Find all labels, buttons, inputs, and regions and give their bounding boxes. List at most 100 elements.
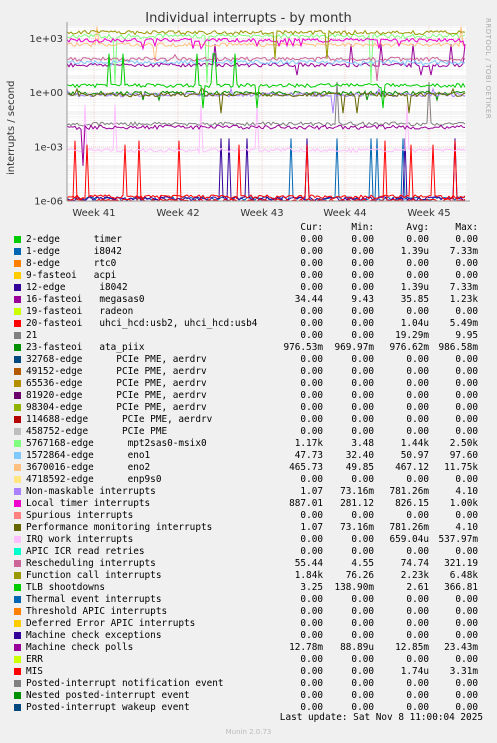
col-min-header: Min: xyxy=(351,222,374,233)
legend-row: 4718592-edge enp9s0 0.00 0.00 0.00 0.00 xyxy=(0,474,497,486)
legend-avg-value: 0.00 xyxy=(406,402,429,413)
legend-cur-value: 0.00 xyxy=(300,666,323,677)
legend-avg-value: 1.44k xyxy=(400,438,429,449)
legend-min-value: 0.00 xyxy=(351,654,374,665)
legend-swatch xyxy=(14,572,21,579)
legend-series-name: 65536-edge PCIe PME, aerdrv xyxy=(26,378,207,389)
legend-series-name: 23-fasteoi ata_piix xyxy=(26,342,145,353)
legend-cur-value: 0.00 xyxy=(300,306,323,317)
legend-avg-value: 0.00 xyxy=(406,270,429,281)
legend-min-value: 0.00 xyxy=(351,618,374,629)
legend-cur-value: 0.00 xyxy=(300,594,323,605)
legend-min-value: 0.00 xyxy=(351,630,374,641)
chart-plot: 1e+03 1e+00 1e-03 1e-06 Week 41 Week 42 Week 4… xyxy=(6,22,470,219)
legend-swatch xyxy=(14,692,21,699)
legend-cur-value: 1.07 xyxy=(300,522,323,533)
legend-series-name: Nested posted-interrupt event xyxy=(26,690,190,701)
legend-swatch xyxy=(14,620,21,627)
legend-swatch xyxy=(14,296,21,303)
legend-series-name: ERR xyxy=(26,654,43,665)
legend-min-value: 0.00 xyxy=(351,474,374,485)
legend-row: 65536-edge PCIe PME, aerdrv 0.00 0.00 0.00 0… xyxy=(0,378,497,390)
legend-min-value: 3.48 xyxy=(351,438,374,449)
legend-cur-value: 0.00 xyxy=(300,702,323,713)
legend-swatch xyxy=(14,464,21,471)
legend-row: 32768-edge PCIe PME, aerdrv 0.00 0.00 0.00 0… xyxy=(0,354,497,366)
legend-series-name: Spurious interrupts xyxy=(26,510,134,521)
legend-row: 8-edge rtc0 0.00 0.00 0.00 0.00 xyxy=(0,258,497,270)
legend-header: Cur: Min: Avg: Max: xyxy=(0,222,497,234)
legend-max-value: 366.81 xyxy=(444,582,478,593)
legend-min-value: 9.43 xyxy=(351,294,374,305)
legend-avg-value: 0.00 xyxy=(406,354,429,365)
legend-max-value: 537.97m xyxy=(438,534,478,545)
legend-avg-value: 0.00 xyxy=(406,390,429,401)
legend-cur-value: 0.00 xyxy=(300,414,323,425)
legend-cur-value: 0.00 xyxy=(300,546,323,557)
legend-row: Local timer interrupts 887.01 281.12 826.15… xyxy=(0,498,497,510)
legend-cur-value: 3.25 xyxy=(300,582,323,593)
legend-max-value: 2.50k xyxy=(449,438,478,449)
legend-row: Thermal event interrupts 0.00 0.00 0.00 0.00 xyxy=(0,594,497,606)
legend-max-value: 0.00 xyxy=(455,366,478,377)
legend-swatch xyxy=(14,524,21,531)
legend-row: Machine check polls 12.78m 88.89u 12.85m 23.… xyxy=(0,642,497,654)
legend-max-value: 0.00 xyxy=(455,354,478,365)
legend-cur-value: 0.00 xyxy=(300,246,323,257)
legend-swatch xyxy=(14,440,21,447)
legend-max-value: 0.00 xyxy=(455,618,478,629)
legend-series-name: Performance monitoring interrupts xyxy=(26,522,213,533)
legend-series-name: Deferred Error APIC interrupts xyxy=(26,618,196,629)
legend-cur-value: 1.84k xyxy=(294,570,323,581)
legend-row: 114688-edge PCIe PME, aerdrv 0.00 0.00 0.00… xyxy=(0,414,497,426)
legend-series-name: 16-fasteoi megasas0 xyxy=(26,294,145,305)
legend-max-value: 9.95 xyxy=(455,330,478,341)
legend-min-value: 0.00 xyxy=(351,282,374,293)
series-line xyxy=(66,124,466,166)
legend-cur-value: 1.07 xyxy=(300,486,323,497)
legend-series-name: 2-edge timer xyxy=(26,234,122,245)
legend-cur-value: 1.17k xyxy=(294,438,323,449)
legend-max-value: 0.00 xyxy=(455,606,478,617)
last-update: Last update: Sat Nov 8 11:00:04 2025 xyxy=(279,712,483,723)
legend-max-value: 0.00 xyxy=(455,654,478,665)
legend-swatch xyxy=(14,584,21,591)
legend-swatch xyxy=(14,356,21,363)
legend-min-value: 32.40 xyxy=(345,450,374,461)
legend-avg-value: 19.29m xyxy=(395,330,429,341)
legend-cur-value: 0.00 xyxy=(300,390,323,401)
legend-row: Posted-interrupt wakeup event 0.00 0.00 0.0… xyxy=(0,702,497,714)
legend-swatch xyxy=(14,308,21,315)
legend-cur-value: 0.00 xyxy=(300,366,323,377)
legend-avg-value: 2.23k xyxy=(400,570,429,581)
legend-row: Rescheduling interrupts 55.44 4.55 74.74 321… xyxy=(0,558,497,570)
legend-series-name: Posted-interrupt wakeup event xyxy=(26,702,190,713)
legend-avg-value: 0.00 xyxy=(406,426,429,437)
legend-max-value: 986.58m xyxy=(438,342,478,353)
legend-max-value: 6.48k xyxy=(449,570,478,581)
legend-max-value: 0.00 xyxy=(455,378,478,389)
legend-swatch xyxy=(14,644,21,651)
legend-max-value: 97.60 xyxy=(449,450,478,461)
legend-row: Deferred Error APIC interrupts 0.00 0.00 0.… xyxy=(0,618,497,630)
legend-cur-value: 0.00 xyxy=(300,678,323,689)
legend-swatch xyxy=(14,272,21,279)
legend-avg-value: 826.15 xyxy=(395,498,429,509)
legend-min-value: 0.00 xyxy=(351,270,374,281)
legend-swatch xyxy=(14,476,21,483)
legend-avg-value: 0.00 xyxy=(406,546,429,557)
legend-max-value: 4.10 xyxy=(455,486,478,497)
legend-min-value: 73.16m xyxy=(340,522,374,533)
legend-avg-value: 0.00 xyxy=(406,678,429,689)
legend-min-value: 0.00 xyxy=(351,702,374,713)
legend-series-name: Non-maskable interrupts xyxy=(26,486,156,497)
y-tick-label: 1e+00 xyxy=(29,88,63,99)
legend-row: Machine check exceptions 0.00 0.00 0.00 0.00 xyxy=(0,630,497,642)
legend-row: 1572864-edge eno1 47.73 32.40 50.97 97.60 xyxy=(0,450,497,462)
legend-avg-value: 0.00 xyxy=(406,606,429,617)
legend-min-value: 0.00 xyxy=(351,378,374,389)
legend-row: MIS 0.00 0.00 1.74u 3.31m xyxy=(0,666,497,678)
legend-avg-value: 74.74 xyxy=(400,558,429,569)
legend-max-value: 0.00 xyxy=(455,630,478,641)
col-avg-header: Avg: xyxy=(406,222,429,233)
